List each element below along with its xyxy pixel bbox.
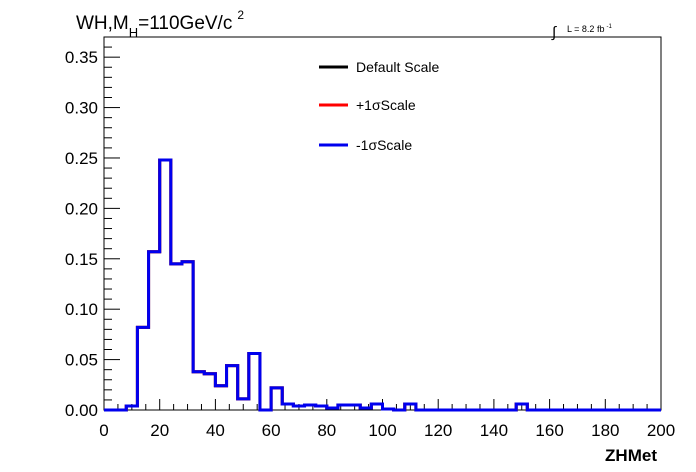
x-tick-label: 20 [150, 421, 169, 440]
x-tick-label: 140 [480, 421, 508, 440]
x-tick-label: 60 [262, 421, 281, 440]
series-line-2 [104, 158, 661, 412]
luminosity-label: L = 8.2 fb -1 [567, 24, 612, 34]
x-tick-label: 100 [368, 421, 396, 440]
legend-label: Default Scale [356, 59, 439, 75]
y-tick-label: 0.20 [65, 199, 98, 218]
y-tick-label: 0.25 [65, 149, 98, 168]
axes: 0 20 40 60 80 100 120 140 160 180 200 0.00 0.05 0.10 0… [65, 46, 675, 440]
x-tick-label: 0 [99, 421, 108, 440]
x-tick-label: 200 [647, 421, 675, 440]
x-tick-label: 180 [591, 421, 619, 440]
y-tick-label: 0.00 [65, 401, 98, 420]
chart-title: WH,MH=110GeV/c 2 [76, 8, 244, 40]
legend: Default Scale +1σScale -1σScale [319, 59, 439, 153]
legend-label: +1σScale [356, 97, 416, 113]
x-tick-label: 160 [535, 421, 563, 440]
x-tick-label: 120 [424, 421, 452, 440]
x-axis-label: ZHMet [605, 446, 657, 465]
y-tick-label: 0.10 [65, 300, 98, 319]
legend-label: -1σScale [356, 137, 412, 153]
y-tick-label: 0.35 [65, 48, 98, 67]
y-tick-label: 0.15 [65, 250, 98, 269]
y-tick-label: 0.05 [65, 351, 98, 370]
x-tick-label: 80 [317, 421, 336, 440]
series-layer [104, 158, 661, 412]
y-tick-label: 0.30 [65, 99, 98, 118]
integral-symbol: ∫ [551, 24, 558, 41]
x-tick-label: 40 [206, 421, 225, 440]
